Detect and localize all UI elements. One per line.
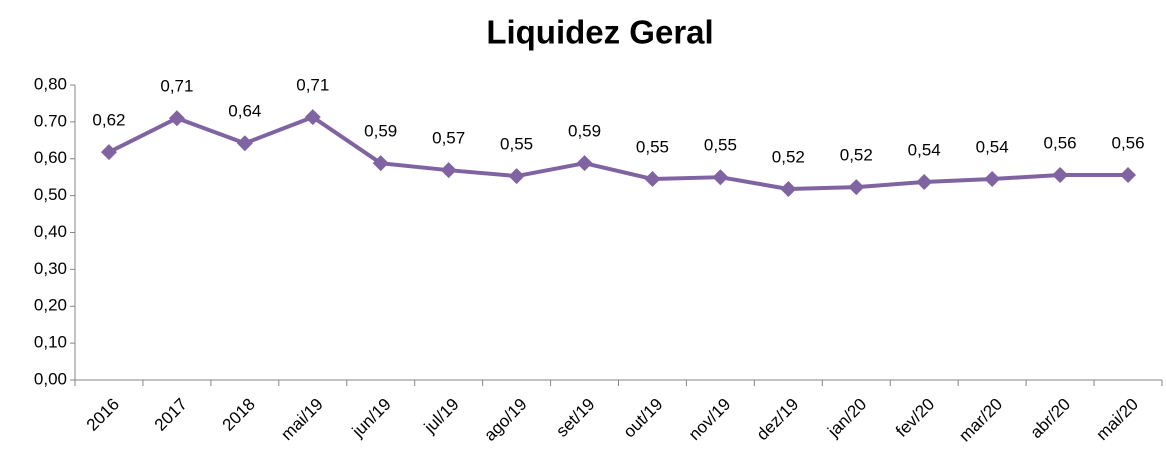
x-tick-label: fev/20	[892, 395, 938, 441]
marker	[304, 109, 321, 126]
marker	[168, 110, 185, 127]
x-tick-label: out/19	[620, 395, 667, 442]
data-label: 0,52	[840, 146, 873, 165]
data-label: 0,71	[160, 77, 193, 96]
x-tick-label: mar/20	[955, 395, 1006, 446]
x-tick-label: abr/20	[1027, 395, 1075, 443]
y-tick-label: 0,30	[34, 259, 67, 278]
marker	[100, 144, 117, 161]
marker	[644, 171, 661, 188]
data-label: 0,62	[92, 111, 125, 130]
x-tick-label: set/19	[552, 395, 598, 441]
data-label: 0,56	[1111, 133, 1144, 152]
data-label: 0,54	[908, 140, 941, 159]
data-label: 0,71	[296, 76, 329, 95]
x-tick-label: mai/20	[1093, 395, 1143, 445]
chart-title: Liquidez Geral	[486, 14, 713, 51]
marker	[372, 155, 389, 172]
data-label: 0,52	[772, 147, 805, 166]
x-tick-label: nov/19	[685, 395, 735, 445]
data-label: 0,55	[500, 135, 533, 154]
y-tick-label: 0,10	[34, 333, 67, 352]
x-tick-label: ago/19	[480, 395, 530, 445]
y-tick-label: 0.70	[34, 111, 67, 130]
marker	[712, 169, 729, 186]
y-tick-label: 0,00	[34, 369, 67, 388]
y-tick-label: 0,60	[34, 148, 67, 167]
y-tick-label: 0,80	[34, 74, 67, 93]
data-label: 0,59	[364, 122, 397, 141]
y-tick-label: 0,40	[34, 222, 67, 241]
x-tick-label: jan/20	[823, 395, 870, 442]
marker	[440, 162, 457, 179]
data-label: 0,59	[568, 122, 601, 141]
marker	[916, 173, 933, 190]
marker	[508, 168, 525, 185]
marker	[576, 155, 593, 172]
data-label: 0,55	[704, 136, 737, 155]
data-label: 0,57	[432, 129, 465, 148]
data-label: 0,55	[636, 138, 669, 157]
data-label: 0,56	[1044, 133, 1077, 152]
x-tick-label: 2018	[219, 395, 259, 435]
x-tick-label: mai/19	[277, 395, 327, 445]
marker	[780, 180, 797, 197]
x-tick-label: jun/19	[348, 395, 395, 442]
x-tick-label: 2017	[151, 395, 191, 435]
data-label: 0,64	[228, 102, 261, 121]
x-tick-label: dez/19	[753, 395, 803, 445]
series-line	[108, 115, 1129, 191]
marker	[1120, 166, 1137, 183]
data-label: 0,54	[976, 138, 1009, 157]
marker	[1052, 166, 1069, 183]
x-tick-label: jul/19	[420, 395, 463, 438]
marker	[984, 171, 1001, 188]
marker	[848, 179, 865, 196]
y-tick-label: 0,50	[34, 185, 67, 204]
y-tick-label: 0,20	[34, 296, 67, 315]
x-tick-label: 2016	[83, 395, 123, 435]
marker	[236, 135, 253, 152]
